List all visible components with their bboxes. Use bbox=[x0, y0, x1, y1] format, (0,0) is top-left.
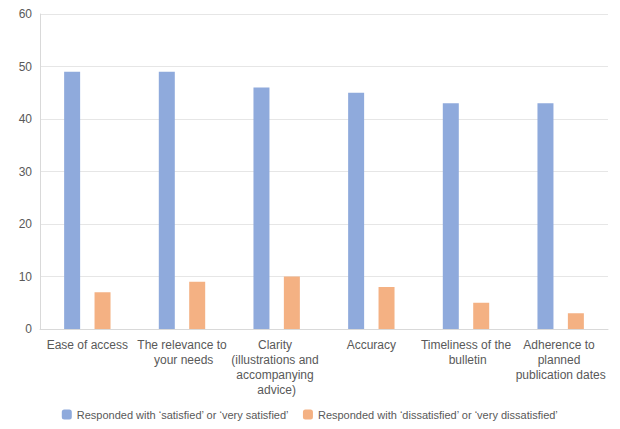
svg-text:60: 60 bbox=[19, 7, 33, 21]
svg-text:Responded with ‘satisfied’ or: Responded with ‘satisfied’ or ‘very sati… bbox=[77, 409, 289, 421]
svg-text:accompanying: accompanying bbox=[236, 368, 317, 382]
svg-text:your needs: your needs bbox=[151, 353, 214, 367]
svg-text:Clarity: Clarity bbox=[258, 338, 295, 352]
svg-text:20: 20 bbox=[19, 217, 33, 231]
svg-text:50: 50 bbox=[19, 60, 33, 74]
svg-text:0: 0 bbox=[25, 322, 32, 336]
svg-text:publication dates: publication dates bbox=[516, 368, 606, 382]
svg-text:30: 30 bbox=[19, 165, 33, 179]
svg-text:Ease of access: Ease of access bbox=[47, 338, 128, 352]
svg-text:planned: planned bbox=[538, 353, 584, 367]
svg-text:40: 40 bbox=[19, 112, 33, 126]
svg-text:10: 10 bbox=[19, 270, 33, 284]
svg-text:(illustrations and: (illustrations and bbox=[231, 353, 322, 367]
svg-text:The relevance to: The relevance to bbox=[137, 338, 227, 352]
svg-text:bulletin: bulletin bbox=[445, 353, 486, 367]
svg-text:Adherence to: Adherence to bbox=[523, 338, 598, 352]
svg-text:Responded with ‘dissatisfied’: Responded with ‘dissatisfied’ or ‘very d… bbox=[318, 409, 558, 421]
svg-text:Accuracy: Accuracy bbox=[347, 338, 396, 352]
svg-text:advice): advice) bbox=[257, 383, 296, 397]
svg-text:Timeliness of the: Timeliness of the bbox=[421, 338, 512, 352]
